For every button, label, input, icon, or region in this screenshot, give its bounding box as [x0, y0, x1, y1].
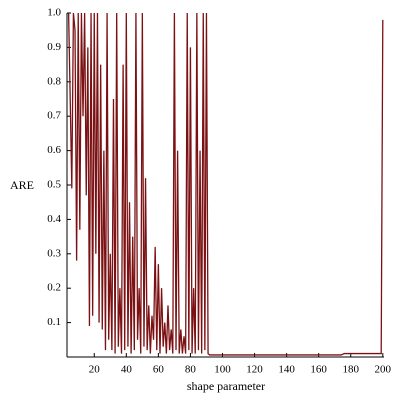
x-tick-label: 160 — [310, 364, 327, 376]
x-tick-label: 40 — [121, 364, 133, 376]
x-axis-label: shape parameter — [187, 379, 265, 393]
y-tick-label: 0.8 — [47, 75, 61, 87]
x-tick-label: 100 — [214, 364, 231, 376]
x-tick-label: 80 — [185, 364, 197, 376]
y-tick-label: 0.6 — [47, 144, 61, 156]
y-tick-label: 0.1 — [47, 316, 61, 328]
y-tick-label: 0.9 — [47, 41, 61, 53]
y-tick-label: 0.4 — [47, 213, 61, 225]
y-tick-label: 0.2 — [47, 282, 61, 294]
x-tick-label: 120 — [246, 364, 263, 376]
x-tick-label: 20 — [89, 364, 101, 376]
x-tick-label: 180 — [342, 364, 359, 376]
y-tick-label: 0.7 — [47, 110, 61, 122]
y-axis-label: ARE — [10, 178, 34, 192]
x-tick-label: 140 — [278, 364, 295, 376]
y-tick-label: 1.0 — [47, 7, 61, 19]
y-tick-label: 0.3 — [47, 247, 61, 259]
x-tick-label: 200 — [375, 364, 392, 376]
data-line — [67, 12, 384, 356]
y-tick-label: 0.5 — [47, 179, 61, 191]
x-tick-label: 60 — [153, 364, 165, 376]
